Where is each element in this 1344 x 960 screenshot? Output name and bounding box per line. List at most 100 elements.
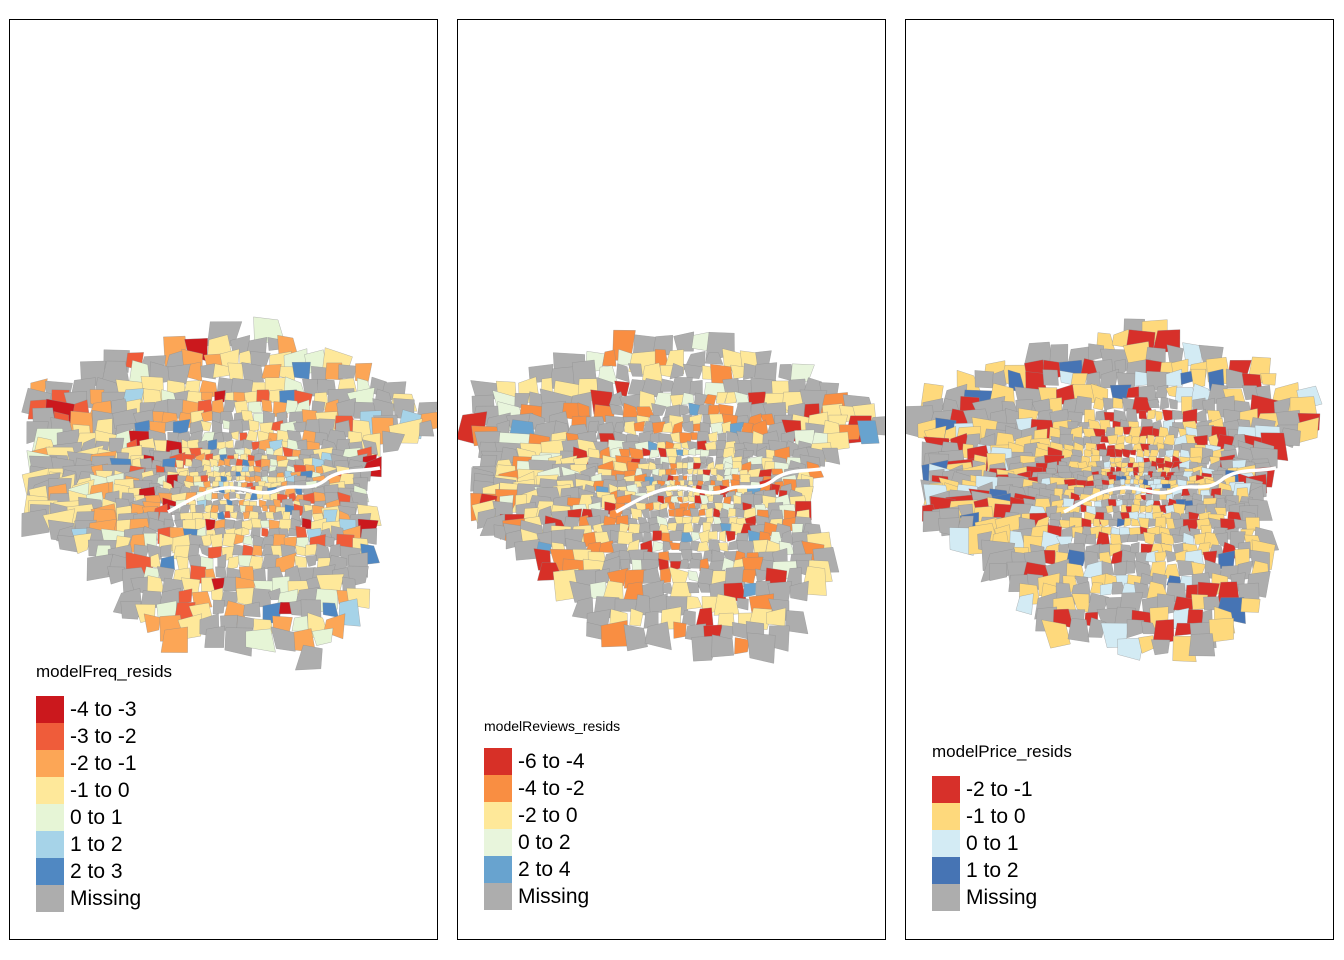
legend-swatch — [484, 829, 512, 856]
district-polygon — [665, 448, 678, 458]
district-polygon — [1131, 518, 1141, 527]
district-polygons — [21, 316, 437, 671]
district-polygon — [734, 637, 750, 655]
legend-reviews: modelReviews_resids -6 to -4 -4 to -2 -2 t… — [484, 718, 620, 910]
district-polygon — [1110, 533, 1123, 547]
legend-title: modelPrice_resids — [932, 742, 1072, 761]
district-polygon — [1084, 449, 1093, 458]
legend-swatch — [36, 723, 64, 750]
district-polygon — [248, 419, 260, 433]
district-polygon — [1165, 449, 1174, 458]
district-polygon — [1187, 609, 1204, 625]
district-polygon — [1131, 504, 1141, 514]
district-polygon — [718, 625, 734, 641]
district-polygon — [21, 509, 50, 537]
district-polygon — [212, 599, 225, 615]
district-polygon — [1143, 449, 1150, 457]
district-polygon — [160, 626, 188, 653]
district-polygon — [1067, 618, 1090, 643]
legend-swatch — [932, 803, 960, 830]
district-polygon — [217, 553, 227, 568]
legend-swatch — [484, 775, 512, 802]
legend-item: 1 to 2 — [36, 831, 172, 858]
district-polygon — [642, 567, 661, 584]
district-polygon — [222, 399, 237, 414]
legend-items: -4 to -3 -3 to -2 -2 to -1 -1 to 0 0 to 1 1 t… — [36, 696, 172, 912]
london-map-price — [906, 318, 1323, 662]
district-polygon — [660, 567, 672, 584]
district-polygon — [1120, 462, 1129, 469]
district-polygon — [1159, 504, 1167, 514]
district-polygon — [245, 628, 276, 653]
district-polygon — [419, 420, 435, 437]
district-polygon — [217, 493, 224, 500]
district-polygon — [200, 420, 212, 432]
district-polygon — [672, 442, 682, 450]
district-polygon — [253, 567, 267, 583]
district-polygon — [686, 595, 703, 610]
legend-swatch — [932, 884, 960, 911]
district-polygon — [1139, 505, 1147, 514]
district-polygon — [662, 540, 671, 553]
district-polygon — [629, 608, 644, 627]
district-polygon — [1043, 549, 1056, 565]
district-polygon — [1049, 397, 1063, 413]
district-polygon — [676, 468, 683, 475]
legend-label: 0 to 2 — [518, 830, 571, 854]
district-polygon — [696, 431, 711, 444]
district-polygon — [668, 566, 689, 584]
district-polygon — [651, 403, 667, 416]
district-polygon — [311, 627, 334, 646]
district-polygon — [682, 475, 688, 481]
district-polygon — [1154, 410, 1163, 422]
district-polygon — [676, 496, 684, 503]
district-polygon — [658, 507, 669, 518]
district-polygon — [251, 545, 263, 556]
district-polygon — [265, 511, 275, 520]
district-polygon — [1084, 533, 1096, 545]
district-polygon — [190, 419, 203, 435]
district-polygon — [721, 479, 730, 488]
district-polygon — [722, 447, 735, 459]
district-polygon — [242, 439, 253, 450]
district-polygon — [248, 401, 263, 413]
district-polygon — [1041, 619, 1071, 649]
district-polygon — [711, 634, 734, 658]
district-polygon — [1240, 597, 1261, 613]
district-polygon — [1109, 462, 1117, 468]
legend-item: -6 to -4 — [484, 748, 620, 775]
legend-item: -3 to -2 — [36, 723, 172, 750]
district-polygon — [974, 370, 994, 389]
district-polygon — [704, 352, 724, 365]
district-polygon — [1188, 633, 1216, 657]
district-polygon — [1129, 449, 1137, 456]
district-polygon — [211, 577, 226, 591]
district-polygon — [669, 542, 681, 550]
district-polygon — [1149, 449, 1159, 459]
district-polygon — [230, 465, 238, 472]
district-polygon — [1201, 455, 1212, 465]
legend-item: 0 to 1 — [36, 804, 172, 831]
legend-label: -2 to -1 — [70, 751, 137, 775]
district-polygon — [710, 467, 718, 477]
district-polygon — [1172, 409, 1184, 420]
district-polygon — [195, 504, 205, 514]
district-polygon — [708, 530, 718, 540]
district-polygon — [1113, 409, 1127, 423]
district-polygon — [1159, 397, 1170, 410]
district-polygon — [693, 523, 702, 534]
district-polygon — [686, 582, 700, 594]
district-polygon — [746, 632, 776, 664]
legend-swatch — [932, 857, 960, 884]
district-polygon — [857, 420, 880, 445]
district-polygon — [242, 601, 261, 618]
district-polygons — [458, 329, 885, 664]
district-polygon — [338, 364, 357, 380]
district-polygon — [236, 510, 244, 520]
district-polygon — [669, 530, 683, 542]
district-polygon — [210, 512, 219, 520]
district-polygon — [587, 420, 599, 434]
district-polygon — [1123, 517, 1132, 527]
legend-label: 1 to 2 — [966, 858, 1019, 882]
legend-swatch — [932, 776, 960, 803]
